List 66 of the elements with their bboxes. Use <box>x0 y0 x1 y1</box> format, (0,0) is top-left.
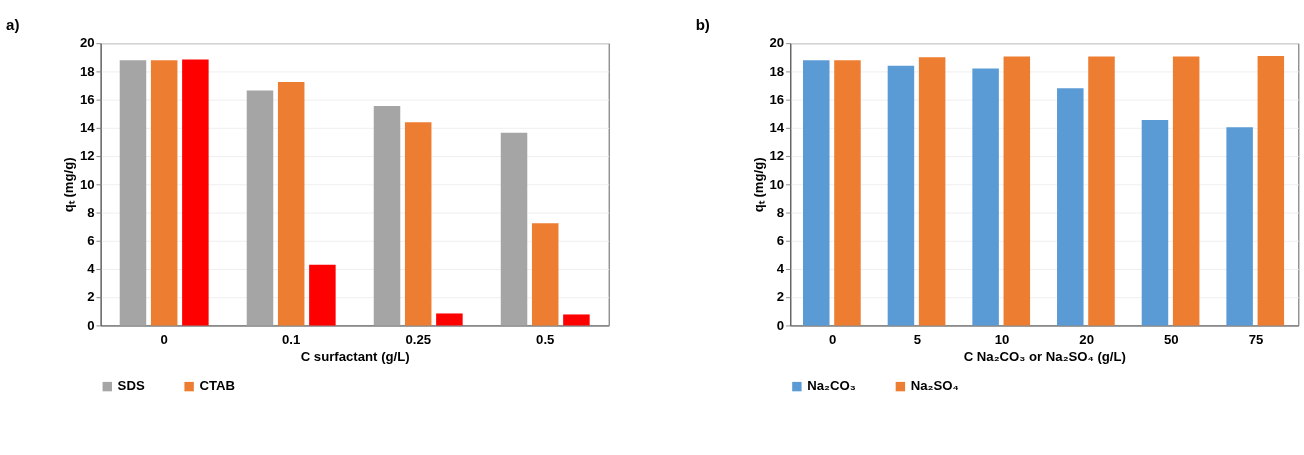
y-axis-title: qₜ (mg/g) <box>750 157 766 213</box>
y-tick-label: 6 <box>776 233 785 249</box>
x-tick-label: 5 <box>913 331 921 347</box>
y-tick-label: 14 <box>79 120 96 136</box>
y-tick-label: 4 <box>87 261 96 277</box>
y-tick-label: 20 <box>79 35 95 51</box>
y-tick-label: 10 <box>769 176 785 192</box>
y-tick-label: 14 <box>769 120 785 136</box>
x-axis-title: C Na₂CO₃ or Na₂SO₄ (g/L) <box>963 348 1126 364</box>
y-tick-label: 2 <box>87 289 95 305</box>
legend-label: Na₂CO₃ <box>807 378 856 394</box>
legend-label: SDS <box>117 378 145 394</box>
legend-label: Na₂SO₄ <box>910 378 959 394</box>
bar <box>563 314 590 326</box>
y-tick-label: 18 <box>79 63 95 79</box>
bar <box>246 90 274 326</box>
y-tick-label: 8 <box>87 204 95 220</box>
y-tick-label: 16 <box>769 91 785 107</box>
bar <box>309 264 336 326</box>
bar <box>887 65 915 326</box>
bar <box>803 60 830 326</box>
bar <box>1141 120 1169 326</box>
bar <box>1003 56 1031 326</box>
x-tick-label: 0.25 <box>405 331 432 347</box>
bar <box>373 106 401 326</box>
bar <box>531 223 559 326</box>
legend-label: CTAB <box>199 378 236 394</box>
y-tick-label: 0 <box>776 317 785 333</box>
y-tick-label: 20 <box>769 35 785 51</box>
bar <box>150 60 178 326</box>
bar <box>1088 56 1115 326</box>
y-tick-label: 16 <box>79 91 95 107</box>
y-tick-label: 12 <box>79 148 95 164</box>
bar <box>404 122 432 326</box>
x-tick-label: 75 <box>1248 331 1264 347</box>
bar <box>1226 127 1253 326</box>
bar <box>918 57 946 326</box>
x-axis-title: C surfactant (g/L) <box>300 348 410 364</box>
bar <box>182 59 209 326</box>
bar <box>436 313 463 326</box>
y-tick-label: 2 <box>776 289 785 305</box>
chart-title: b) <box>695 16 710 34</box>
bar <box>277 82 305 326</box>
x-tick-label: 0.5 <box>536 331 555 347</box>
bar <box>972 68 999 326</box>
x-tick-label: 0 <box>160 331 168 347</box>
x-tick-label: 10 <box>994 331 1010 347</box>
y-tick-label: 10 <box>79 176 95 192</box>
bar <box>834 60 861 326</box>
bar <box>1172 56 1200 326</box>
y-tick-label: 6 <box>87 233 95 249</box>
bar <box>500 132 528 326</box>
chart-title: a) <box>6 16 20 34</box>
y-tick-label: 4 <box>776 261 785 277</box>
bar <box>1057 88 1084 326</box>
x-tick-label: 20 <box>1079 331 1094 347</box>
x-tick-label: 0.1 <box>282 331 301 347</box>
x-tick-label: 50 <box>1164 331 1179 347</box>
y-tick-label: 0 <box>87 317 95 333</box>
bar <box>1257 55 1285 326</box>
y-tick-label: 8 <box>776 204 785 220</box>
y-tick-label: 18 <box>769 63 785 79</box>
y-tick-label: 12 <box>769 148 785 164</box>
y-axis-title: qₜ (mg/g) <box>61 157 77 213</box>
bar <box>119 60 147 326</box>
x-tick-label: 0 <box>828 331 837 347</box>
